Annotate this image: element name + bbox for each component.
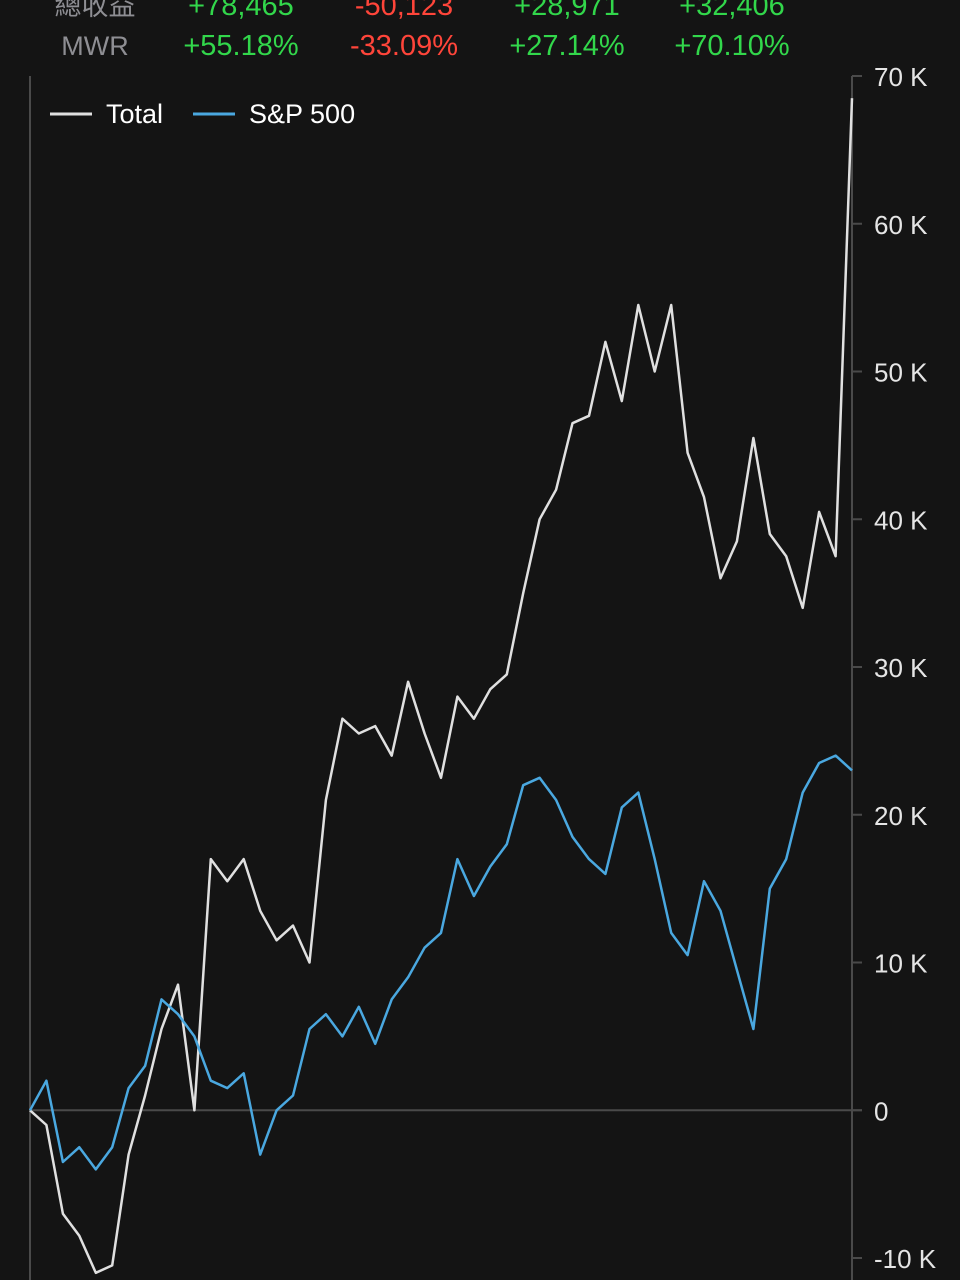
y-tick-label: 30 K [874, 653, 928, 683]
y-tick-label: 40 K [874, 505, 928, 535]
series-line-total [29, 98, 854, 1275]
y-tick-label: 70 K [874, 62, 928, 92]
total-return-value-1: +78,465 [188, 0, 294, 22]
y-tick-label: -10 K [874, 1244, 937, 1274]
total-return-row: 總收益 +78,465 -50,123 +28,971 +32,406 [0, 0, 960, 26]
series-layer [28, 98, 854, 1275]
y-tick-label: 60 K [874, 210, 928, 240]
legend-label-sp500: S&P 500 [249, 99, 355, 129]
mwr-value-4: +70.10% [674, 30, 790, 62]
mwr-value-1: +55.18% [183, 30, 299, 62]
mwr-value-2: -33.09% [349, 30, 458, 62]
total-return-value-4: +32,406 [679, 0, 785, 22]
y-tick-label: 0 [874, 1096, 888, 1126]
total-return-label: 總收益 [54, 0, 136, 21]
chart-legend[interactable]: Total S&P 500 [50, 99, 355, 129]
mwr-label: MWR [61, 31, 129, 61]
mwr-row: MWR +55.18% -33.09% +27.14% +70.10% [0, 26, 960, 66]
y-tick-label: 50 K [874, 358, 928, 388]
performance-chart[interactable]: 70 K 60 K 50 K 40 K 30 K 20 K 10 K 0 -10 K Total… [0, 62, 960, 1280]
y-tick-label: 10 K [874, 949, 928, 979]
y-tick-label: 20 K [874, 801, 928, 831]
legend-label-total: Total [106, 99, 163, 129]
stats-header: 總收益 +78,465 -50,123 +28,971 +32,406 MWR … [0, 0, 960, 64]
total-return-value-3: +28,971 [514, 0, 620, 22]
mwr-value-3: +27.14% [509, 30, 625, 62]
series-line-sp500 [28, 754, 853, 1171]
y-axis-ticks: 70 K 60 K 50 K 40 K 30 K 20 K 10 K 0 -10 K [852, 62, 937, 1274]
grid-layer [29, 76, 862, 1280]
total-return-value-2: -50,123 [354, 0, 454, 22]
